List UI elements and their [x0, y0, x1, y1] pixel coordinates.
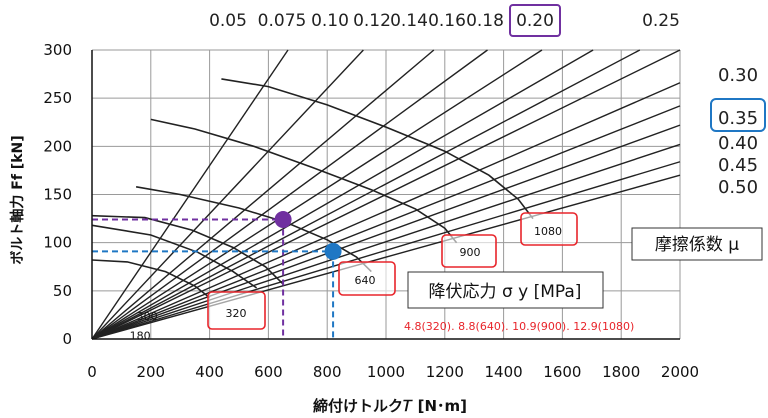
y-tick-label: 200 — [43, 137, 72, 155]
yield-curve — [91, 259, 211, 299]
yield-box-label: 320 — [226, 307, 247, 320]
yield-curve-label: 180 — [130, 330, 151, 343]
mu-label-right: 0.40 — [718, 133, 758, 154]
y-axis-label: ボルト軸力 Ff [kN] — [9, 135, 26, 264]
mu-label-top: 0.25 — [642, 11, 680, 31]
mu-label-top: 0.16 — [428, 11, 466, 31]
friction-line — [91, 49, 289, 340]
y-tick-label: 100 — [43, 234, 72, 252]
mu-label-right: 0.30 — [718, 65, 758, 86]
markers — [274, 211, 342, 260]
friction-line — [91, 49, 435, 340]
mu-label-top: 0.14 — [390, 11, 428, 31]
yield-box — [441, 234, 497, 268]
mu-highlight-box-top — [509, 4, 561, 37]
x-tick-label: 1400 — [485, 363, 523, 381]
labels: 0 200 400 600 800 1000 1200 1400 1600 1800 2000 0 50… — [43, 4, 766, 381]
friction-lines — [91, 49, 681, 340]
yield-curve-label: 300 — [137, 310, 158, 323]
mu-label-top: 0.10 — [311, 11, 349, 31]
legend-friction-text: 摩擦係数 μ — [655, 235, 739, 255]
yield-curve — [91, 214, 284, 285]
friction-line — [91, 49, 681, 340]
x-tick-label: 400 — [195, 363, 224, 381]
mu-label-top: 0.05 — [209, 11, 247, 31]
mu-highlight-box-right — [710, 98, 766, 132]
yield-box-label: 1080 — [534, 225, 562, 238]
legend-friction: 摩擦係数 μ — [631, 227, 763, 261]
x-tick-label: 1800 — [602, 363, 640, 381]
guide-lines — [92, 218, 335, 339]
mu-label-right: 0.45 — [718, 155, 758, 176]
yield-box — [207, 291, 266, 330]
friction-line — [91, 49, 364, 340]
x-tick-label: 2000 — [661, 363, 699, 381]
x-axis-label: 締付けトルク𝑇 [N･m] — [313, 397, 467, 415]
marker-point — [324, 242, 342, 260]
friction-line — [91, 143, 681, 340]
mu-label-top: 0.18 — [466, 11, 504, 31]
mu-label-top: 0.075 — [258, 11, 307, 31]
friction-line — [91, 105, 681, 340]
friction-line — [91, 124, 681, 340]
legend-yield: 降伏応力 σ y [MPa] — [407, 271, 604, 309]
x-tick-label: 1600 — [543, 363, 581, 381]
friction-line — [91, 174, 681, 340]
mu-label-right: 0.50 — [718, 177, 758, 198]
y-tick-label: 300 — [43, 41, 72, 59]
friction-line — [91, 161, 681, 340]
marker-point — [274, 211, 292, 229]
yield-box-label: 640 — [355, 274, 376, 287]
legend-yield-text: 降伏応力 σ y [MPa] — [429, 282, 582, 302]
y-tick-label: 250 — [43, 89, 72, 107]
x-tick-label: 800 — [313, 363, 342, 381]
friction-line — [91, 49, 641, 340]
yield-box — [338, 261, 396, 296]
yield-box-label: 900 — [460, 246, 481, 259]
friction-line — [91, 82, 681, 340]
y-tick-label: 150 — [43, 186, 72, 204]
friction-line — [91, 49, 488, 340]
legend-friction-box — [631, 227, 763, 261]
x-tick-label: 1200 — [426, 363, 464, 381]
x-tick-label: 200 — [136, 363, 165, 381]
x-tick-label: 0 — [87, 363, 97, 381]
mu-label-right: 0.35 — [718, 108, 758, 129]
x-tick-label: 600 — [254, 363, 283, 381]
mu-label-top: 0.12 — [353, 11, 391, 31]
axes — [91, 50, 680, 340]
x-tick-label: 1000 — [367, 363, 405, 381]
legend-yield-box — [407, 271, 604, 309]
yield-curve — [221, 78, 534, 220]
y-tick-label: 0 — [62, 330, 72, 348]
yield-curve — [150, 118, 458, 244]
friction-line — [91, 49, 543, 340]
grade-note: 4.8(320). 8.8(640). 10.9(900). 12.9(1080… — [404, 320, 634, 333]
y-tick-label: 50 — [53, 282, 72, 300]
yield-box — [520, 212, 578, 246]
friction-line — [91, 49, 594, 340]
mu-label-top: 0.20 — [516, 11, 554, 31]
